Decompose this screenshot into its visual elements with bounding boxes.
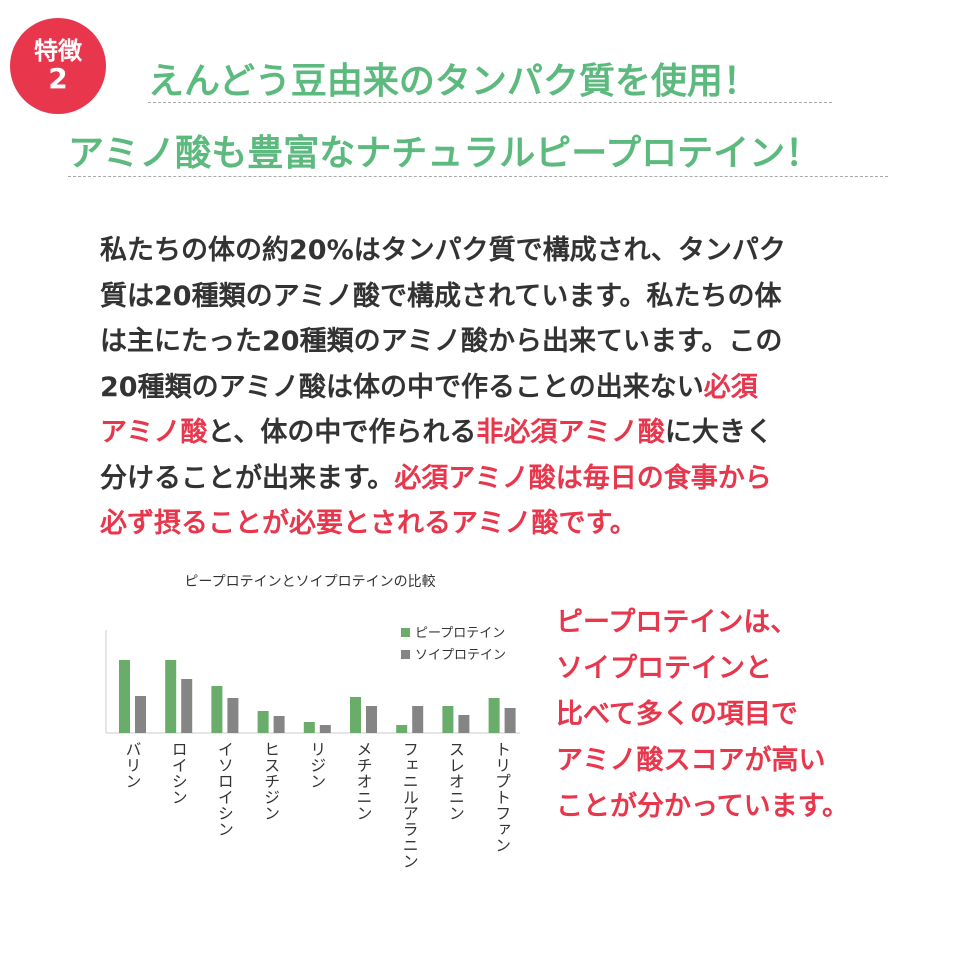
highlight-text: アミノ酸 [100, 417, 208, 448]
legend-swatch [401, 650, 410, 659]
category-label: リジン [307, 741, 326, 789]
headline-divider-1 [148, 102, 832, 103]
feature-badge: 特徴 2 [10, 18, 106, 114]
body-line: 私たちの体の約20%はタンパク質で構成され、タンパク [100, 228, 880, 274]
body-line: は主にたった20種類のアミノ酸から出来ています。この [100, 319, 880, 365]
body-line: 質は20種類のアミノ酸で構成されています。私たちの体 [100, 274, 880, 320]
headline-line-2: アミノ酸も豊富なナチュラルピープロテイン！ [68, 133, 822, 174]
headline-divider-2 [68, 176, 888, 177]
bar-soy-protein [135, 696, 146, 733]
body-line: アミノ酸と、体の中で作られる非必須アミノ酸に大きく [100, 410, 880, 456]
badge-label: 特徴 [34, 36, 82, 65]
bar-pea-protein [257, 711, 269, 733]
side-note: ピープロテインは、 ソイプロテインと 比べて多くの項目で アミノ酸スコアが高い ことが分… [556, 600, 849, 830]
bar-pea-protein [211, 686, 223, 733]
body-line: 分けることが出来ます。必須アミノ酸は毎日の食事から [100, 456, 880, 502]
legend-label: ピープロテイン [415, 626, 505, 641]
bar-soy-protein [227, 698, 239, 733]
side-note-line: アミノ酸スコアが高い [556, 745, 826, 776]
highlight-text: 非必須アミノ酸 [476, 417, 665, 448]
bar-pea-protein [119, 660, 130, 733]
bar-pea-protein [442, 706, 454, 733]
category-label: フェニルアラニン [400, 741, 419, 869]
category-label: トリプトファン [492, 741, 511, 853]
body-line: 20種類のアミノ酸は体の中で作ることの出来ない必須 [100, 365, 880, 411]
category-label: ロイシン [169, 741, 188, 805]
body-text-segment: 分けることが出来ます。 [100, 462, 395, 494]
badge-number: 2 [48, 61, 68, 95]
highlight-text: 必須アミノ酸は毎日の食事から [394, 462, 772, 494]
bar-pea-protein [488, 698, 500, 733]
bar-soy-protein [458, 715, 470, 733]
category-label: メチオニン [354, 741, 373, 821]
legend-label: ソイプロテイン [415, 648, 506, 663]
side-note-line: ピープロテインは、 [556, 607, 798, 638]
bar-soy-protein [366, 706, 377, 733]
body-text-segment: は主にたった20種類のアミノ酸から出来ています。この [100, 326, 783, 357]
bar-soy-protein [319, 725, 331, 733]
side-note-line: 比べて多くの項目で [556, 699, 798, 730]
body-text-segment: 質は20種類のアミノ酸で構成されています。私たちの体 [100, 280, 782, 312]
body-text-segment: に大きく [664, 417, 773, 448]
category-label: スレオニン [446, 741, 465, 821]
highlight-text: 必ず摂ることが必要とされるアミノ酸です。 [100, 508, 637, 539]
body-text-segment: 20種類のアミノ酸は体の中で作ることの出来ない [100, 371, 704, 403]
bar-soy-protein [273, 716, 285, 733]
bar-soy-protein [181, 679, 193, 733]
category-label: イソロイシン [215, 741, 234, 837]
highlight-text: 必須 [703, 371, 758, 403]
category-label: バリン [123, 741, 142, 789]
side-note-line: ことが分かっています。 [556, 791, 849, 822]
bar-pea-protein [396, 725, 408, 733]
body-line: 必ず摂ることが必要とされるアミノ酸です。 [100, 501, 880, 547]
headline-line-1: えんどう豆由来のタンパク質を使用！ [148, 61, 759, 102]
chart-title: ピープロテインとソイプロテインの比較 [184, 574, 435, 590]
bar-pea-protein [350, 697, 361, 733]
body-paragraph: 私たちの体の約20%はタンパク質で構成され、タンパク 質は20種類のアミノ酸で構成… [100, 228, 880, 547]
side-note-line: ソイプロテインと [556, 653, 772, 684]
body-text-segment: 私たちの体の約20%はタンパク質で構成され、タンパク [100, 235, 786, 266]
bar-soy-protein [412, 706, 424, 733]
bar-pea-protein [303, 722, 315, 733]
bar-soy-protein [504, 708, 516, 733]
bar-pea-protein [165, 660, 177, 733]
body-text-segment: と、体の中で作られる [207, 417, 477, 448]
legend-swatch [401, 628, 410, 637]
category-label: ヒスチジン [261, 741, 280, 821]
